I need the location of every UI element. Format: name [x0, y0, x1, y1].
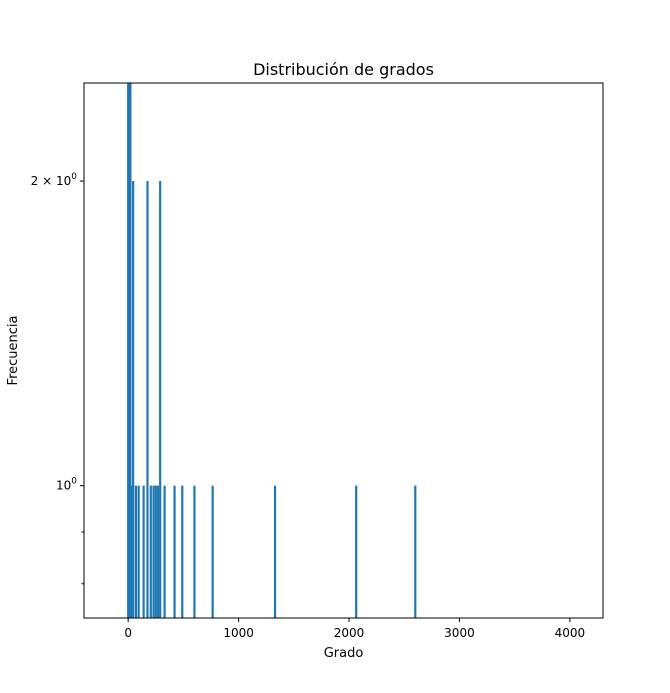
x-tick-label: 0 [124, 626, 132, 640]
plot-area [83, 82, 604, 619]
x-tick-label: 4000 [555, 626, 586, 640]
y-axis-label: Frecuencia [6, 316, 21, 386]
x-tick-label: 3000 [444, 626, 475, 640]
x-axis-label: Grado [324, 646, 364, 661]
y-axis-ticks: 100 2 × 100 [31, 172, 84, 585]
y-tick-label: 100 [56, 477, 77, 493]
x-tick-label: 2000 [334, 626, 365, 640]
series-layer [127, 83, 417, 618]
chart-title: Distribución de grados [253, 60, 434, 79]
x-tick-label: 1000 [223, 626, 254, 640]
axes-frame [83, 82, 604, 619]
y-tick-label: 2 × 100 [31, 172, 78, 188]
x-axis-ticks: 0 1000 2000 3000 4000 [124, 618, 585, 640]
